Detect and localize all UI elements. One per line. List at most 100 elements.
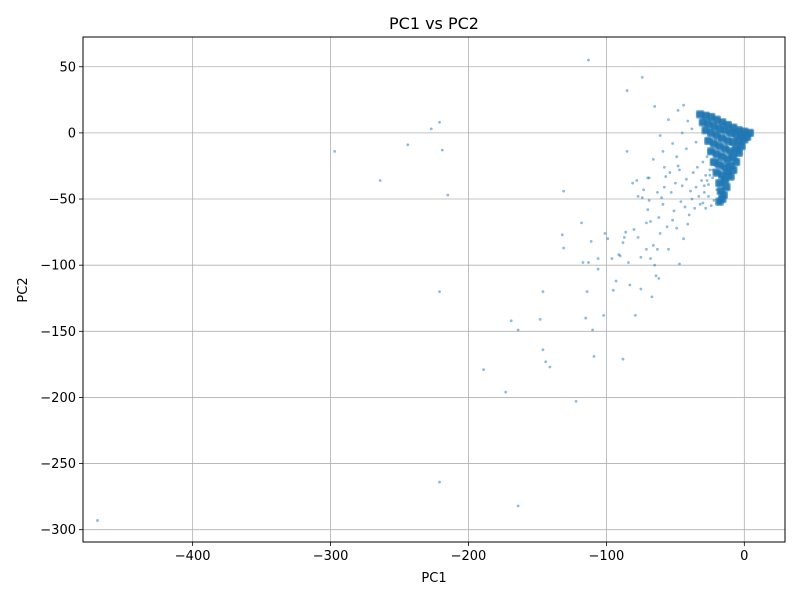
scatter-point: [585, 290, 589, 294]
scatter-point: [716, 159, 720, 163]
scatter-point: [661, 202, 665, 206]
scatter-point: [618, 254, 622, 258]
scatter-point: [429, 127, 433, 131]
y-tick-label: −250: [40, 457, 76, 472]
scatter-point: [665, 225, 669, 229]
scatter-point: [596, 267, 600, 271]
scatter-point: [704, 173, 708, 177]
scatter-point: [661, 150, 665, 153]
scatter-point: [644, 221, 648, 225]
scatter-point: [671, 142, 674, 145]
scatter-point: [639, 255, 643, 259]
scatter-point: [662, 165, 666, 169]
scatter-point: [715, 122, 719, 126]
scatter-point: [726, 144, 730, 148]
x-tick-label: −400: [175, 549, 211, 564]
scatter-point: [709, 204, 713, 208]
scatter-point: [686, 119, 690, 123]
chart-title: PC1 vs PC2: [389, 14, 479, 33]
scatter-point: [675, 226, 679, 230]
scatter-point: [632, 228, 636, 231]
scatter-point: [627, 261, 630, 264]
scatter-point: [683, 205, 687, 209]
scatter-point: [678, 262, 681, 266]
scatter-point: [707, 183, 710, 186]
scatter-point: [438, 290, 441, 294]
scatter-point: [704, 206, 708, 210]
scatter-point: [649, 220, 652, 223]
scatter-point: [584, 316, 588, 320]
scatter-point: [701, 160, 705, 164]
scatter-point: [589, 239, 593, 243]
scatter-point: [679, 200, 683, 204]
scatter-point: [700, 179, 703, 182]
x-tick-label: 0: [740, 549, 748, 564]
plot-frame: [82, 36, 786, 543]
y-tick-label: −150: [40, 325, 76, 340]
scatter-point: [649, 257, 652, 260]
scatter-point: [646, 208, 650, 212]
scatter-point: [690, 127, 694, 131]
scatter-point: [654, 274, 658, 278]
scatter-point: [750, 128, 755, 132]
scatter-point: [628, 283, 632, 287]
y-tick-label: −100: [40, 259, 76, 274]
scatter-point: [724, 147, 728, 151]
scatter-point: [709, 119, 713, 123]
scatter-point: [727, 182, 731, 187]
scatter-point: [741, 131, 745, 135]
scatter-point: [651, 157, 655, 161]
scatter-point: [731, 172, 735, 176]
scatter-point: [562, 189, 566, 193]
scatter-point: [603, 232, 607, 235]
grid-layer: [83, 37, 785, 542]
scatter-point: [440, 148, 444, 152]
scatter-point: [715, 171, 719, 174]
scatter-point: [709, 150, 713, 153]
scatter-point: [734, 127, 738, 131]
scatter-point: [509, 319, 513, 323]
scatter-point: [581, 261, 585, 264]
scatter-point: [728, 120, 733, 124]
scatter-point: [446, 193, 450, 197]
scatter-point: [587, 58, 590, 62]
scatter-point: [636, 194, 640, 198]
scatter-point: [658, 134, 662, 137]
scatter-point: [606, 237, 610, 241]
scatter-point: [591, 328, 595, 332]
scatter-point: [687, 213, 691, 217]
scatter-point: [548, 365, 552, 369]
scatter-point: [646, 176, 650, 180]
scatter-point: [504, 390, 508, 394]
scatter-point: [694, 140, 698, 144]
scatter-point: [640, 75, 644, 79]
scatter-point: [592, 355, 596, 358]
scatter-point: [640, 196, 644, 200]
scatter-point: [660, 196, 663, 200]
x-tick-label: −300: [313, 549, 349, 564]
scatter-point: [610, 257, 614, 260]
scatter-point: [639, 287, 643, 291]
scatter-point: [676, 109, 680, 112]
scatter-point: [706, 126, 711, 130]
scatter-point: [737, 157, 741, 161]
scatter-point: [691, 171, 695, 174]
scatter-point: [644, 247, 648, 251]
scatter-point: [562, 246, 566, 250]
scatter-point: [702, 191, 706, 194]
scatter-point: [624, 230, 628, 234]
scatter-point: [734, 123, 738, 127]
scatter-point: [713, 144, 717, 148]
y-tick-label: 50: [59, 60, 76, 75]
scatter-point: [709, 136, 713, 140]
scatter-point: [438, 480, 441, 484]
scatter-point: [680, 184, 684, 188]
scatter-point: [707, 194, 710, 198]
scatter-point: [745, 135, 749, 139]
y-tick-label: −300: [40, 523, 76, 538]
scatter-point: [657, 216, 661, 219]
scatter-point: [642, 188, 646, 192]
y-tick-label: −50: [49, 193, 76, 208]
scatter-point: [733, 136, 737, 140]
